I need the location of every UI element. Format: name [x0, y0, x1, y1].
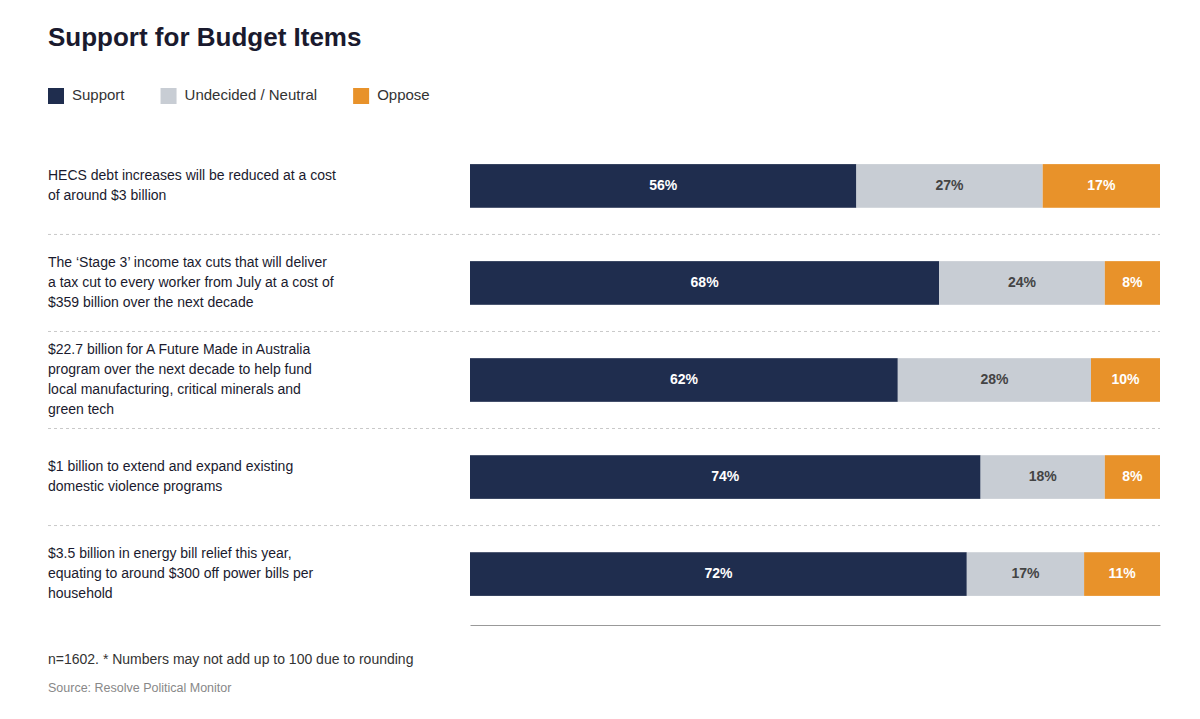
category-label-line: equating to around $300 off power bills … — [48, 565, 313, 581]
category-label-line: household — [48, 585, 113, 601]
data-label: 56% — [649, 177, 678, 193]
category-label-line: green tech — [48, 401, 114, 417]
category-label-line: $3.5 billion in energy bill relief this … — [48, 545, 292, 561]
data-label: 8% — [1122, 274, 1143, 290]
row-separator — [48, 525, 1160, 526]
category-labels: HECS debt increases will be reduced at a… — [48, 167, 336, 601]
legend-label: Undecided / Neutral — [185, 86, 318, 103]
annotations: n=1602. * Numbers may not add up to 100 … — [48, 651, 413, 695]
bar-segment — [939, 261, 1105, 305]
category-label-line: $22.7 billion for A Future Made in Austr… — [48, 341, 310, 357]
bar-segment — [470, 358, 898, 402]
category-label-line: program over the next decade to help fun… — [48, 361, 312, 377]
category-label-line: a tax cut to every worker from July at a… — [48, 274, 334, 290]
data-label: 68% — [691, 274, 720, 290]
bar-segment — [1043, 164, 1160, 208]
bar-segment — [470, 552, 967, 596]
bar-segment — [1091, 358, 1160, 402]
data-label: 8% — [1122, 468, 1143, 484]
data-label: 17% — [1011, 565, 1040, 581]
bar-segment — [1084, 552, 1160, 596]
legend-swatch — [353, 88, 369, 104]
bar-segment — [1105, 455, 1160, 499]
data-label: 17% — [1087, 177, 1116, 193]
legend-swatch — [161, 88, 177, 104]
data-label: 72% — [704, 565, 733, 581]
row-separator — [48, 331, 1160, 332]
axis-line — [471, 625, 1161, 626]
category-label: $3.5 billion in energy bill relief this … — [48, 545, 313, 601]
category-label-line: The ‘Stage 3’ income tax cuts that will … — [48, 254, 327, 270]
bars — [470, 164, 1160, 596]
bar-segment — [470, 455, 981, 499]
bar-segment — [856, 164, 1042, 208]
category-label-line: $359 billion over the next decade — [48, 294, 254, 310]
chart-svg: Support for Budget Items Support Undecided… — [0, 0, 1200, 719]
row-separators — [48, 234, 1160, 525]
bar-segment — [981, 455, 1105, 499]
bar-segment — [898, 358, 1091, 402]
data-label: 28% — [980, 371, 1009, 387]
category-label: The ‘Stage 3’ income tax cuts that will … — [48, 254, 334, 310]
bar-segment — [470, 261, 939, 305]
data-label: 24% — [1008, 274, 1037, 290]
source: Source: Resolve Political Monitor — [48, 681, 231, 695]
category-label: $22.7 billion for A Future Made in Austr… — [48, 341, 312, 417]
bar-segment — [967, 552, 1084, 596]
data-labels: 56% 68% 62% 74% 72% 27% 24% 28% 18% 17% 17% 8% 10% 8%… — [649, 177, 1143, 581]
title: Support for Budget Items — [48, 22, 361, 52]
row-separator — [48, 234, 1160, 235]
footnote: n=1602. * Numbers may not add up to 100 … — [48, 651, 413, 667]
category-label: HECS debt increases will be reduced at a… — [48, 167, 336, 203]
data-label: 74% — [711, 468, 740, 484]
legend-swatch — [48, 88, 64, 104]
category-label-line: local manufacturing, critical minerals a… — [48, 381, 301, 397]
data-label: 62% — [670, 371, 699, 387]
data-label: 11% — [1108, 565, 1136, 581]
data-label: 18% — [1029, 468, 1058, 484]
bar-segment — [470, 164, 856, 208]
category-label-line: HECS debt increases will be reduced at a… — [48, 167, 336, 183]
legend-label: Oppose — [377, 86, 430, 103]
x-axis — [471, 625, 1161, 626]
row-separator — [48, 428, 1160, 429]
data-label: 10% — [1111, 371, 1140, 387]
bar-segment — [1105, 261, 1160, 305]
category-label-line: of around $3 billion — [48, 187, 166, 203]
legend-label: Support — [72, 86, 125, 103]
data-label: 27% — [936, 177, 965, 193]
category-label: $1 billion to extend and expand existing… — [48, 458, 293, 494]
category-label-line: domestic violence programs — [48, 478, 222, 494]
category-label-line: $1 billion to extend and expand existing — [48, 458, 293, 474]
legend: Support Undecided / Neutral Oppose — [48, 86, 430, 104]
